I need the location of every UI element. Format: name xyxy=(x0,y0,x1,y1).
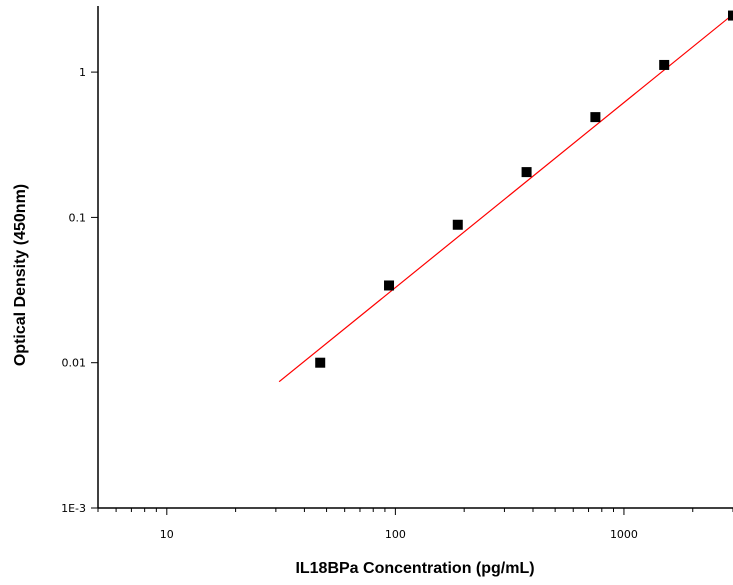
x-axis-title: IL18BPa Concentration (pg/mL) xyxy=(295,560,534,577)
axes xyxy=(97,6,733,509)
y-axis-ticks: 1E-3 0.01 0.1 1 xyxy=(61,66,98,515)
x-axis-ticks: 10 100 1000 xyxy=(97,508,733,541)
y-tick-label: 0.01 xyxy=(62,357,87,370)
x-tick-label: 10 xyxy=(160,528,174,541)
data-point xyxy=(728,10,733,21)
data-point xyxy=(659,59,670,70)
fit-line xyxy=(278,13,733,383)
x-tick-label: 100 xyxy=(385,528,406,541)
y-axis-title: Optical Density (450nm) xyxy=(12,184,29,366)
fit-line-group xyxy=(278,13,733,383)
data-point xyxy=(521,167,532,178)
data-point xyxy=(452,219,463,230)
y-tick-label: 1 xyxy=(79,66,86,79)
x-tick-label: 1000 xyxy=(610,528,638,541)
y-tick-label: 1E-3 xyxy=(61,502,86,515)
data-point xyxy=(590,112,601,123)
y-tick-label: 0.1 xyxy=(69,211,87,224)
data-point xyxy=(384,280,395,291)
data-points xyxy=(315,10,733,368)
data-point xyxy=(315,357,326,368)
